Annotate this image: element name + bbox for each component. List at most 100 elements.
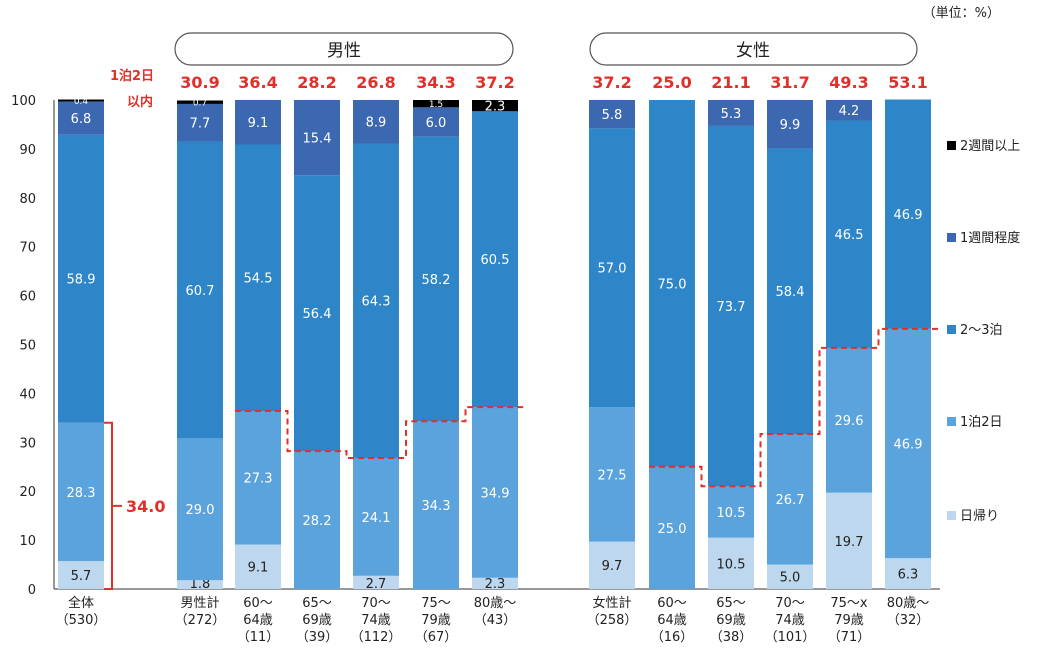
segment-value-label: 5.8 xyxy=(602,108,623,123)
bar-segment xyxy=(708,537,754,589)
segment-value-label: 10.5 xyxy=(717,557,746,572)
segment-value-label: 24.1 xyxy=(362,511,391,526)
top-value-label: 21.1 xyxy=(711,73,750,92)
x-tick-label: （32） xyxy=(887,613,930,628)
segment-value-label: 28.2 xyxy=(303,514,332,529)
top-value-label: 49.3 xyxy=(829,73,868,92)
x-tick-label: （71） xyxy=(828,630,871,645)
segment-value-label: 34.9 xyxy=(481,486,510,501)
segment-value-label: 58.4 xyxy=(776,285,805,300)
bar-group: 2.3 34.9 60.5 2.3 xyxy=(472,100,518,592)
x-tick-label: 79歳 xyxy=(834,613,864,628)
summary-value: 34.0 xyxy=(126,497,165,516)
x-tick-label: 75～x xyxy=(830,596,868,611)
segment-value-label: 2.7 xyxy=(366,577,387,592)
segment-value-label: 0.4 xyxy=(74,97,89,107)
legend-swatch xyxy=(947,511,956,520)
bar-segment xyxy=(708,125,754,487)
x-tick-label: （101） xyxy=(765,630,816,645)
x-tick-label: 65～ xyxy=(302,596,332,611)
segment-value-label: 19.7 xyxy=(835,535,864,550)
bar-segment xyxy=(472,111,518,408)
bar-segment xyxy=(826,100,872,121)
male-group-label: 男性 xyxy=(327,41,361,61)
bar-group: 25.0 75.0 xyxy=(649,100,695,589)
segment-value-label: 1.8 xyxy=(190,577,211,592)
bar-segment xyxy=(177,103,223,142)
segment-value-label: 29.6 xyxy=(835,414,864,429)
segment-value-label: 10.5 xyxy=(717,506,746,521)
bar-segment xyxy=(413,421,459,589)
x-tick-label: 65～ xyxy=(716,596,746,611)
y-tick-label: 0 xyxy=(28,583,36,598)
bar-segment xyxy=(235,411,281,545)
x-tick-label: （67） xyxy=(415,630,458,645)
segment-value-label: 9.7 xyxy=(602,559,623,574)
bar-group: 5.7 28.3 58.9 6.8 0.4 xyxy=(58,97,104,589)
segment-value-label: 25.0 xyxy=(658,522,687,537)
segment-value-label: 4.2 xyxy=(839,104,860,119)
x-tick-label: 60～ xyxy=(657,596,687,611)
segment-value-label: 8.9 xyxy=(366,116,387,131)
bar-segment xyxy=(413,100,459,108)
top-value-label: 53.1 xyxy=(888,73,927,92)
y-tick-label: 50 xyxy=(19,339,36,354)
segment-value-label: 2.3 xyxy=(485,577,506,592)
top-value-label: 28.2 xyxy=(297,73,336,92)
x-tick-label: 64歳 xyxy=(243,613,273,628)
segment-value-label: 60.7 xyxy=(186,284,215,299)
bar-segment xyxy=(58,101,104,135)
x-tick-label: （43） xyxy=(474,613,517,628)
legend-swatch xyxy=(947,141,956,150)
bar-segment xyxy=(58,422,104,562)
bar-segment xyxy=(767,433,813,565)
bar-segment xyxy=(294,100,340,176)
top-value-label: 36.4 xyxy=(238,73,277,92)
y-tick-label: 20 xyxy=(19,485,36,500)
x-tick-label: （258） xyxy=(587,613,638,628)
bar-segment xyxy=(885,558,931,589)
summary-bracket xyxy=(104,421,113,590)
bar-segment xyxy=(826,347,872,493)
segment-value-label: 6.8 xyxy=(71,112,92,127)
segment-value-label: 26.7 xyxy=(776,493,805,508)
bar-segment xyxy=(826,492,872,589)
bar-segment xyxy=(767,100,813,149)
x-tick-label: （38） xyxy=(710,630,753,645)
bar-segment xyxy=(472,407,518,578)
x-tick-label: 74歳 xyxy=(361,613,391,628)
bar-segment xyxy=(353,457,399,576)
x-tick-label: 79歳 xyxy=(421,613,451,628)
bar-segment xyxy=(413,136,459,422)
bar-segment xyxy=(177,100,223,104)
segment-value-label: 5.3 xyxy=(721,107,742,122)
cumulative-dash-line xyxy=(235,406,526,459)
bar-segment xyxy=(294,451,340,589)
male-group-box xyxy=(174,32,514,66)
x-tick-label: 70～ xyxy=(361,596,391,611)
segment-value-label: 27.5 xyxy=(598,468,627,483)
female-group-header: 女性 xyxy=(589,32,918,66)
bar-segment xyxy=(235,144,281,412)
top-value-label: 25.0 xyxy=(652,73,691,92)
bar-segment xyxy=(649,100,695,467)
y-tick-label: 30 xyxy=(19,436,36,451)
x-tick-label: 69歳 xyxy=(302,613,332,628)
legend-label: 1泊2日 xyxy=(960,415,1003,430)
segment-value-label: 58.2 xyxy=(422,273,451,288)
bar-segment xyxy=(235,100,281,145)
bar-segment xyxy=(472,577,518,589)
x-tick-label: （39） xyxy=(296,630,339,645)
male-group-header: 男性 xyxy=(174,32,514,66)
bar-segment xyxy=(826,120,872,348)
x-tick-label: 75～ xyxy=(421,596,451,611)
bar-segment xyxy=(767,564,813,589)
bar-group: 19.7 29.6 46.5 4.2 xyxy=(826,100,872,589)
bars: 5.7 28.3 58.9 6.8 0.4 1.8 29.0 60.7 7.7 0.7 9.1 27.… xyxy=(58,97,931,592)
segment-value-label: 7.7 xyxy=(190,117,211,132)
segment-value-label: 1.5 xyxy=(429,100,443,110)
bar-group: 9.7 27.5 57.0 5.8 xyxy=(589,100,635,589)
